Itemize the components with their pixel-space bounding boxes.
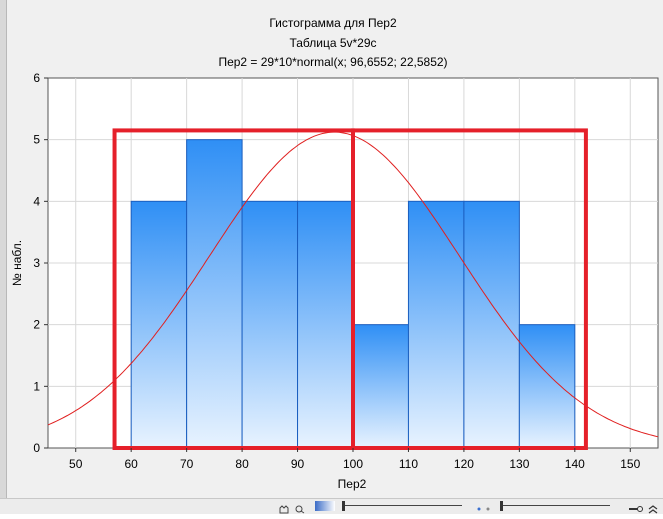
y-tick-label: 4	[33, 194, 40, 208]
y-tick-label: 2	[33, 318, 40, 332]
scroll-slider-thumb[interactable]	[500, 501, 503, 511]
zoom-slider-thumb[interactable]	[342, 501, 345, 511]
zoom-slider-track[interactable]	[342, 505, 462, 506]
chart-title-line-2: Таблица 5v*29c	[289, 36, 376, 50]
key-icon[interactable]	[628, 501, 644, 512]
x-tick-label: 110	[399, 457, 418, 471]
zoom-tool-icon[interactable]	[294, 501, 306, 514]
histogram-bar	[463, 200, 520, 449]
x-tick-label: 70	[180, 457, 194, 471]
y-axis-label: № набл.	[10, 240, 24, 286]
x-tick-label: 50	[69, 457, 83, 471]
histogram-bar	[407, 200, 465, 449]
x-tick-label: 90	[291, 457, 305, 471]
highlight-box	[351, 128, 588, 451]
histogram-chart: Гистограмма для Пер2 Таблица 5v*29c Пер2…	[10, 16, 659, 491]
window-left-edge	[0, 0, 7, 498]
x-tick-label: 150	[620, 457, 640, 471]
scroll-slider-track[interactable]	[500, 505, 610, 506]
histogram-bar	[130, 200, 188, 449]
histogram-bars	[130, 139, 576, 449]
hand-tool-icon[interactable]	[278, 501, 290, 514]
histogram-bar	[297, 200, 354, 449]
histogram-bar	[186, 139, 243, 449]
y-tick-label: 1	[33, 379, 40, 393]
x-tick-label: 130	[509, 457, 529, 471]
y-tick-label: 0	[33, 441, 40, 455]
axis-ticks: 50 60 70 80 90 100 110 120 130 140 150 0 1 2 3 4 5 6	[33, 71, 640, 471]
y-tick-label: 6	[33, 71, 40, 85]
x-tick-label: 80	[235, 457, 249, 471]
histogram-bar	[518, 324, 576, 449]
double-chevron-up-icon[interactable]	[648, 501, 658, 514]
y-tick-label: 3	[33, 256, 40, 270]
x-tick-label: 60	[125, 457, 139, 471]
x-axis-label: Пер2	[338, 477, 367, 491]
histogram-bar	[241, 200, 299, 449]
y-tick-label: 5	[33, 133, 40, 147]
dot-indicator-icon	[474, 501, 494, 511]
chart-title-line-1: Гистограмма для Пер2	[269, 16, 397, 30]
color-bar-icon	[315, 501, 335, 511]
x-tick-label: 120	[454, 457, 474, 471]
x-tick-label: 100	[343, 457, 363, 471]
histogram-bar	[352, 324, 409, 449]
x-tick-label: 140	[565, 457, 585, 471]
bottom-toolbar	[0, 498, 663, 514]
chart-title-line-3: Пер2 = 29*10*normal(x; 96,6552; 22,5852)	[218, 55, 447, 69]
highlight-boxes	[112, 128, 588, 451]
